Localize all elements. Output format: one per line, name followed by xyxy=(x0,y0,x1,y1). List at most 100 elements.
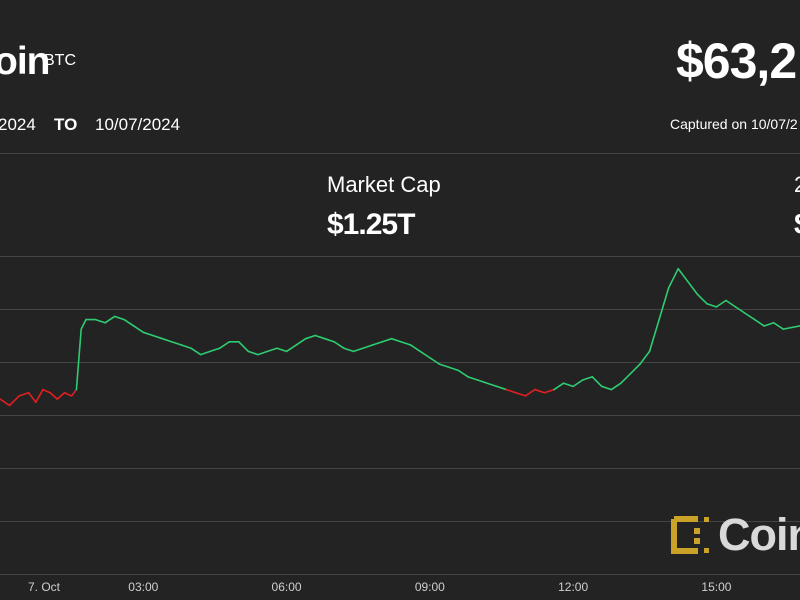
price-line-segment xyxy=(457,369,469,378)
price-line-segment xyxy=(0,398,11,407)
price-line-segment xyxy=(343,347,355,353)
price-line-segment xyxy=(209,347,221,353)
price-line-segment xyxy=(725,299,737,308)
price-line-segment xyxy=(123,318,135,327)
price-line-segment xyxy=(152,334,164,340)
price-line-segment xyxy=(75,328,82,391)
price-line-segment xyxy=(190,347,202,356)
price-line-segment xyxy=(600,385,613,391)
price-line-segment xyxy=(648,318,660,353)
price-line-segment xyxy=(352,347,364,353)
x-tick-label: 12:00 xyxy=(558,580,588,594)
price-line-segment xyxy=(505,388,517,394)
price-line-segment xyxy=(199,350,211,356)
price-line-segment xyxy=(696,293,708,305)
second-stat-value: $ xyxy=(794,208,800,242)
price-line-segment xyxy=(419,350,431,359)
price-line-segment xyxy=(686,280,699,295)
price-line-segment xyxy=(276,347,288,353)
price-line-segment xyxy=(80,318,87,330)
coin-symbol: BTC xyxy=(44,52,76,69)
price-line-segment xyxy=(620,372,632,384)
price-line-segment xyxy=(572,379,584,388)
price-line-segment xyxy=(581,376,594,381)
price-line-segment xyxy=(534,388,546,394)
price-line-segment xyxy=(63,391,73,397)
price-line-segment xyxy=(400,341,412,346)
price-line-segment xyxy=(543,388,555,394)
price-line-segment xyxy=(629,363,641,375)
coindesk-logo-icon xyxy=(671,516,709,554)
price-line-segment xyxy=(495,385,508,391)
header-divider xyxy=(0,153,800,154)
price-line-segment xyxy=(362,344,374,350)
price-line-segment xyxy=(247,350,259,356)
price-line-segment xyxy=(171,341,183,346)
price-line-segment xyxy=(180,344,192,350)
price-line-segment xyxy=(381,337,393,343)
price-line-segment xyxy=(658,286,670,321)
price-line-segment xyxy=(304,334,317,340)
price-line-segment xyxy=(333,341,345,350)
price-line-segment xyxy=(132,325,145,334)
coindesk-watermark: Coin xyxy=(668,509,800,560)
price-chart: 7. Oct 03:00 06:00 09:00 12:00 15:00 xyxy=(0,256,800,594)
price-line-segment xyxy=(18,391,30,397)
price-line-segment xyxy=(266,347,278,353)
price-line-segment xyxy=(772,321,785,330)
x-tick-label: 06:00 xyxy=(272,580,302,594)
price-line-segment xyxy=(27,391,37,404)
captured-date: Captured on 10/07/2 xyxy=(670,116,798,132)
price-line-segment xyxy=(390,337,402,343)
price-line-segment xyxy=(323,337,336,343)
current-price: $63,2 xyxy=(676,33,797,89)
date-from: 2024 xyxy=(0,115,36,134)
price-line-segment xyxy=(371,341,383,346)
price-line-segment xyxy=(467,376,479,381)
market-cap-label: Market Cap xyxy=(327,172,441,197)
coin-name: oin xyxy=(0,40,50,83)
price-line-segment xyxy=(295,337,307,346)
price-line-segment xyxy=(49,391,59,400)
price-line-segment xyxy=(515,391,527,397)
price-line-segment xyxy=(56,391,66,400)
price-line-segment xyxy=(314,334,326,340)
price-line-segment xyxy=(591,376,603,388)
price-line-segment xyxy=(70,388,78,397)
price-line-segment xyxy=(104,315,116,324)
price-line-segment xyxy=(524,388,536,397)
price-line-segment xyxy=(257,350,269,356)
price-line-segment xyxy=(429,356,441,365)
price-line-segment xyxy=(161,337,173,343)
x-tick-label: 03:00 xyxy=(128,580,158,594)
price-line-segment xyxy=(42,388,51,394)
date-to: 10/07/2024 xyxy=(95,115,181,134)
second-stat-label: 2 xyxy=(794,172,800,198)
price-line-segment xyxy=(8,395,20,407)
price-line-segment xyxy=(94,318,106,324)
x-tick-label: 15:00 xyxy=(701,580,731,594)
price-line-segment xyxy=(113,315,125,321)
price-line-segment xyxy=(142,331,154,337)
price-line-segment xyxy=(409,344,422,353)
price-line-segment xyxy=(285,344,297,353)
price-line-segment xyxy=(734,306,746,315)
market-cap-value: $1.25T xyxy=(327,208,415,241)
x-tick-label: 7. Oct xyxy=(28,580,61,594)
price-line-segment xyxy=(486,382,498,388)
price-line-segment xyxy=(715,299,727,308)
price-line-segment xyxy=(438,363,450,369)
price-line-segment xyxy=(639,350,651,365)
price-line-segment xyxy=(35,388,44,404)
price-line-segment xyxy=(763,321,775,327)
price-line-segment xyxy=(744,312,756,321)
price-line-segment xyxy=(238,341,250,353)
date-to-label: TO xyxy=(54,115,78,134)
price-line-segment xyxy=(782,325,800,330)
price-line-segment xyxy=(610,382,622,391)
price-line-segment xyxy=(677,267,689,283)
price-line-segment xyxy=(476,379,488,384)
price-line-segment xyxy=(218,341,231,350)
watermark-text: Coin xyxy=(718,509,800,560)
price-line-segment xyxy=(553,382,565,391)
